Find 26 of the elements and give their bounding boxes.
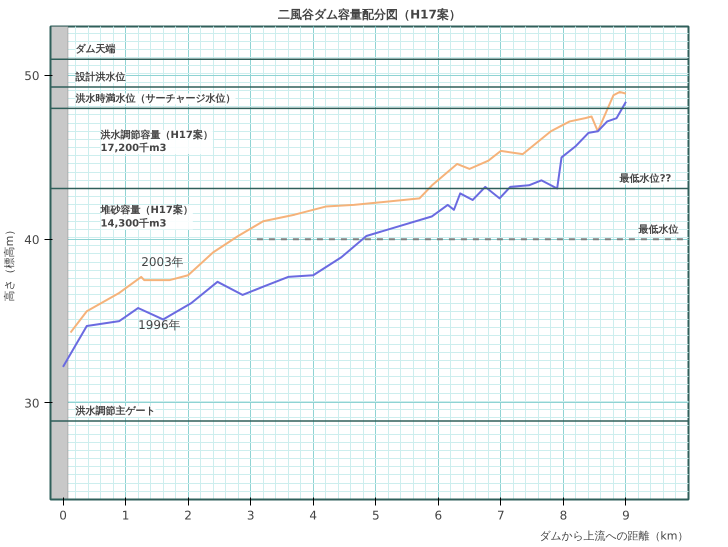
x-tick-label: 1 [122,508,130,522]
x-tick-label: 4 [309,508,318,522]
x-tick-label: 6 [434,508,442,522]
annotation: 最低水位 [637,223,678,236]
ref-line-label: 洪水調節主ゲート [74,404,156,417]
y-axis-title: 高さ（標高m） [3,224,16,302]
annotation: 堆砂容量（H17案） 14,300千m3 [100,204,193,230]
x-tick-label: 0 [59,508,67,522]
series-label: 2003年 [141,254,184,269]
ref-line-label: 洪水時満水位（サーチャージ水位） [74,92,236,104]
annotation: 洪水調節容量（H17案） 17,200千m3 [100,128,213,154]
ref-line-label: 設計洪水位 [74,71,126,84]
y-tick-label: 30 [24,396,40,410]
y-tick-label: 50 [24,69,40,84]
series-label: 1996年 [138,318,181,332]
x-tick-label: 7 [497,508,505,522]
annotation: 最低水位?? [618,172,672,185]
x-tick-label: 9 [622,508,630,522]
x-tick-label: 5 [372,508,380,522]
ref-line-label: ダム天端 [76,43,116,56]
x-axis-title: ダムから上流への距離（km） [539,530,689,542]
x-tick-label: 8 [560,508,568,522]
x-tick-label: 3 [246,508,254,522]
y-tick-label: 40 [24,232,40,247]
x-tick-label: 2 [184,508,192,522]
chart-title: 二風谷ダム容量配分図（H17案） [278,8,461,22]
